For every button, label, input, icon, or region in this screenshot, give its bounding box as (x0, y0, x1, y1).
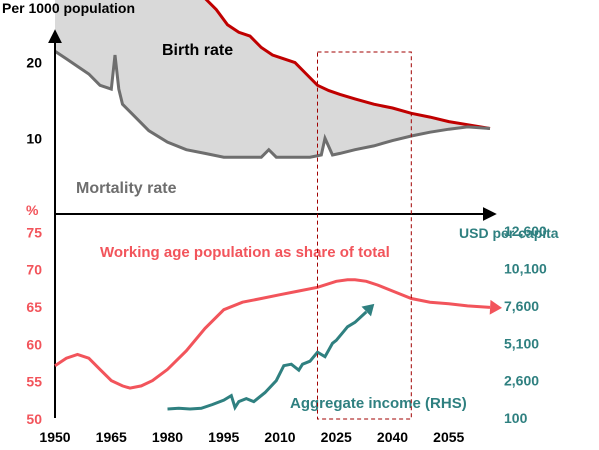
x-tick-label: 1995 (208, 429, 239, 445)
highlight-period-box (317, 51, 412, 420)
top-panel: 5040302010 Per 1000 population Birth rat… (2, 0, 491, 197)
aggregate-income-line (167, 310, 368, 412)
top-y-axis-label: Per 1000 population (2, 0, 135, 16)
bottom-panel: 75 70 65 60 55 50 12,600 10,100 7,600 5,100 2,600… (26, 202, 559, 445)
bottom-left-y-tick-label: 50 (26, 411, 42, 427)
usd-axis-label: USD per capita (459, 225, 559, 241)
percent-axis-label: % (26, 202, 39, 218)
x-tick-label: 2040 (377, 429, 408, 445)
x-tick-label: 2025 (321, 429, 352, 445)
mortality-rate-label: Mortality rate (76, 180, 177, 197)
birth-mortality-gap-area (55, 0, 490, 158)
bottom-right-y-tick-label: 5,100 (504, 335, 539, 351)
bottom-left-y-tick-label: 75 (26, 224, 42, 240)
top-y-tick-label: 10 (26, 130, 42, 146)
birth-rate-line (204, 0, 491, 130)
aggregate-income-label: Aggregate income (RHS) (290, 395, 467, 412)
bottom-right-y-tick-label: 12,600 (504, 223, 547, 239)
bottom-right-y-tick-label: 100 (504, 410, 528, 426)
top-y-axis-ticks: 5040302010 (26, 55, 42, 147)
x-tick-label: 1950 (39, 429, 70, 445)
x-tick-label: 2055 (433, 429, 464, 445)
x-tick-label: 1980 (152, 429, 183, 445)
top-y-tick-label: 20 (26, 55, 42, 71)
birth-rate-label: Birth rate (162, 42, 233, 59)
aggregate-income-arrowhead (361, 303, 375, 317)
x-tick-label: 2010 (264, 429, 295, 445)
x-tick-label: 1965 (96, 429, 127, 445)
bottom-right-y-tick-label: 10,100 (504, 261, 547, 277)
working-age-line (54, 278, 491, 390)
bottom-left-y-axis-ticks: 75 70 65 60 55 50 (26, 224, 42, 427)
working-age-arrowhead (489, 299, 502, 315)
bottom-left-y-tick-label: 60 (26, 336, 42, 352)
mortality-rate-line (54, 49, 491, 159)
bottom-left-y-tick-label: 65 (26, 299, 42, 315)
x-axis-ticks: 1950 1965 1980 1995 2010 2025 2040 2055 (39, 429, 464, 445)
bottom-left-y-tick-label: 70 (26, 262, 42, 278)
working-age-label: Working age population as share of total (100, 244, 390, 261)
bottom-right-y-axis-ticks: 12,600 10,100 7,600 5,100 2,600 100 (504, 223, 547, 426)
bottom-right-y-tick-label: 7,600 (504, 298, 539, 314)
bottom-right-y-tick-label: 2,600 (504, 373, 539, 389)
bottom-left-y-tick-label: 55 (26, 374, 42, 390)
